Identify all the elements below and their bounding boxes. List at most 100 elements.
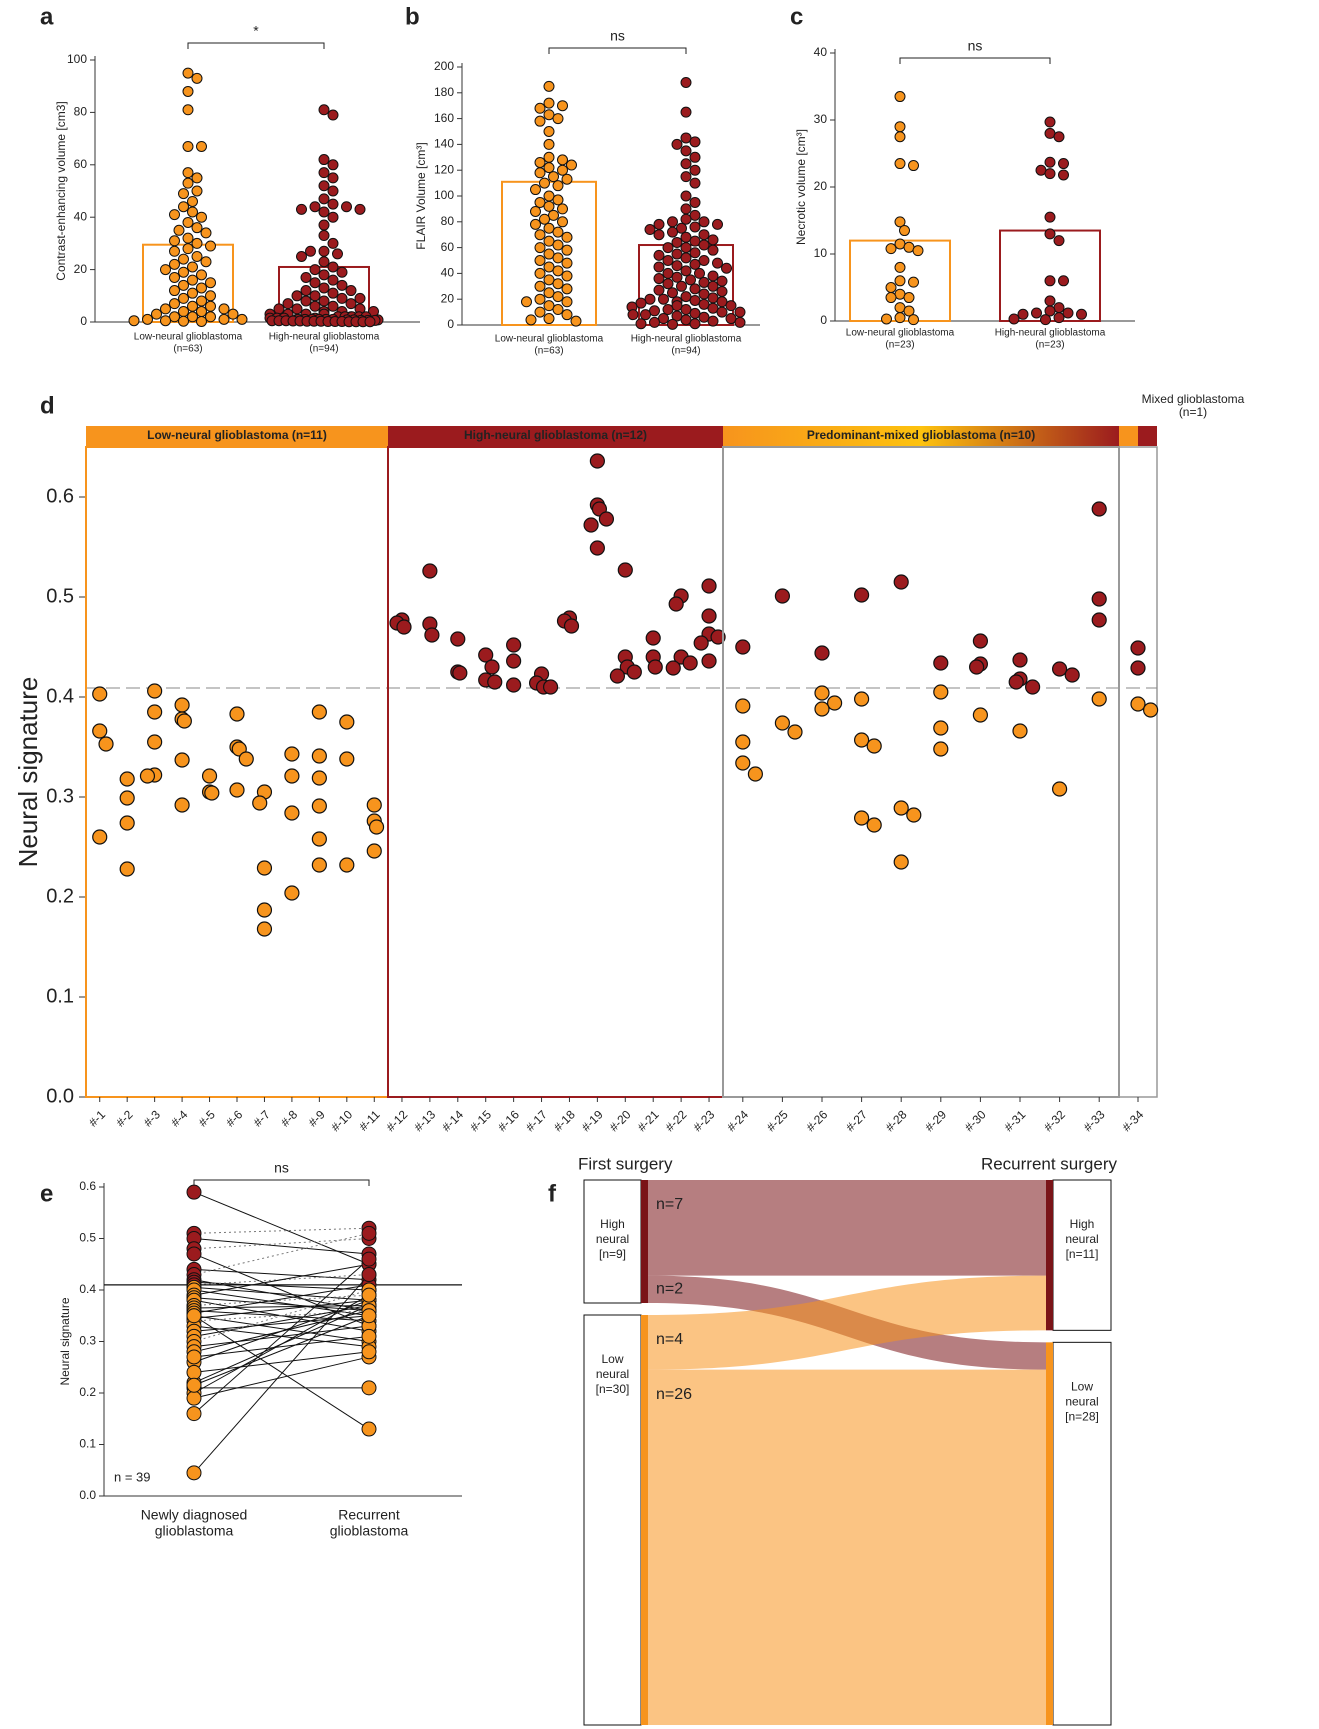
data-point: [396, 619, 412, 635]
data-point: [506, 677, 522, 693]
data-point: [885, 243, 897, 255]
data-point: [169, 311, 180, 323]
data-point: [318, 269, 330, 281]
data-point: [787, 724, 803, 740]
data-point: [284, 885, 300, 901]
data-point: [689, 294, 701, 306]
data-point: [557, 154, 568, 166]
x-tick-label: #-32: [1041, 1107, 1068, 1134]
x-tick-label: #-2: [113, 1107, 135, 1129]
panel-label: b: [405, 3, 420, 30]
data-point: [182, 140, 194, 152]
data-point: [680, 190, 692, 202]
data-point: [311, 831, 327, 847]
data-point: [341, 201, 352, 213]
significance-label: *: [253, 23, 259, 39]
data-point: [635, 318, 647, 330]
pair-line: [193, 1274, 370, 1286]
data-point: [327, 211, 339, 223]
data-point: [647, 659, 663, 675]
data-point: [327, 109, 339, 121]
data-point: [814, 645, 830, 661]
data-point: [191, 72, 203, 84]
column-header: Recurrent surgery: [981, 1154, 1118, 1173]
data-point: [894, 238, 906, 250]
data-point: [187, 261, 198, 273]
y-tick-label: 20: [814, 179, 828, 193]
x-tick-label: #-18: [551, 1107, 578, 1134]
data-point: [680, 242, 692, 254]
data-point: [972, 633, 989, 649]
flow-label: n=7: [656, 1196, 683, 1213]
pair-line: [193, 1335, 370, 1358]
data-point: [712, 257, 723, 269]
data-point: [893, 854, 909, 870]
data-point: [707, 244, 719, 256]
y-tick-label: 0: [447, 317, 454, 331]
data-point: [182, 177, 194, 189]
data-point: [204, 785, 220, 801]
group-label: High-neural glioblastoma (n=12): [464, 428, 647, 442]
flow: [648, 1180, 1046, 1276]
x-tick-label: #-8: [278, 1107, 300, 1129]
data-point: [305, 245, 316, 257]
data-point: [552, 239, 564, 251]
data-point: [345, 285, 357, 297]
pair-line: [193, 1315, 370, 1342]
data-point: [701, 608, 717, 624]
data-point: [645, 630, 661, 646]
data-point: [196, 269, 207, 281]
data-point: [139, 768, 156, 784]
pair-line: [193, 1304, 370, 1309]
data-point: [1091, 591, 1107, 607]
data-point: [1051, 661, 1068, 677]
data-point: [667, 287, 678, 299]
data-point: [906, 807, 922, 823]
data-point: [364, 316, 376, 328]
data-point: [361, 1380, 377, 1396]
data-point: [707, 292, 719, 304]
data-point: [284, 746, 300, 762]
data-point: [814, 685, 830, 701]
data-point: [336, 266, 348, 278]
data-point: [339, 714, 355, 730]
data-point: [680, 158, 692, 170]
data-point: [361, 1225, 377, 1241]
data-point: [186, 1349, 202, 1365]
data-point: [339, 751, 355, 767]
data-point: [318, 256, 330, 268]
data-point: [933, 655, 949, 671]
data-point: [196, 315, 207, 327]
data-point: [903, 305, 915, 317]
node-label: High: [600, 1217, 625, 1231]
data-point: [734, 306, 746, 318]
data-point: [318, 282, 330, 294]
data-point: [552, 252, 564, 264]
data-point: [169, 209, 180, 221]
data-point: [552, 226, 564, 238]
data-point: [92, 829, 108, 845]
data-point: [191, 237, 203, 249]
data-point: [671, 248, 683, 260]
data-point: [311, 798, 327, 814]
data-point: [1012, 723, 1028, 739]
data-point: [853, 732, 870, 748]
flow: [648, 1369, 1046, 1725]
data-point: [173, 224, 185, 236]
data-point: [1130, 696, 1146, 712]
data-point: [366, 843, 382, 859]
x-tick-label: #-31: [1001, 1107, 1028, 1134]
node-label: [n=28]: [1065, 1410, 1099, 1424]
data-point: [701, 578, 717, 594]
y-tick-label: 180: [434, 85, 454, 99]
data-point: [543, 126, 555, 137]
data-point: [487, 674, 503, 690]
y-tick-label: 0.1: [46, 985, 74, 1007]
data-point: [680, 265, 692, 277]
data-point: [186, 1364, 202, 1380]
data-point: [534, 229, 546, 241]
data-point: [814, 701, 830, 717]
x-tick-label: #-1: [86, 1107, 108, 1129]
pair-line: [193, 1356, 370, 1399]
data-point: [178, 253, 189, 265]
